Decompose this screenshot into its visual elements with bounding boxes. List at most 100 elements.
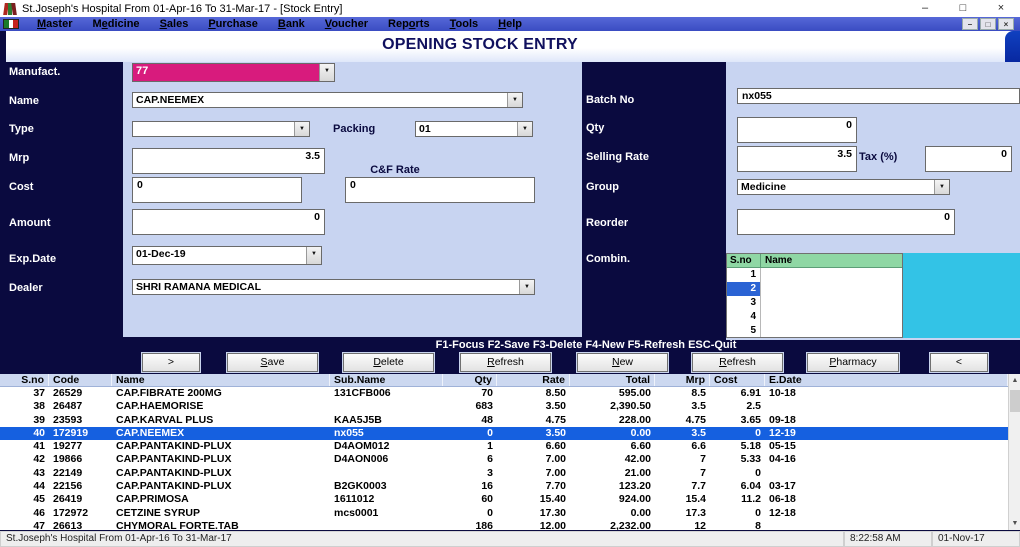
group-combobox[interactable]: Medicine ▼ — [737, 179, 950, 195]
table-row[interactable]: 38 26487 CAP.HAEMORISE 683 3.50 2,390.50 3.5 2.… — [0, 400, 1008, 414]
table-row[interactable]: 42 19866 CAP.PANTAKIND-PLUX D4AON006 6 7.00 42… — [0, 453, 1008, 467]
column-header-sub-name[interactable]: Sub.Name — [330, 374, 443, 386]
chevron-down-icon[interactable]: ▼ — [519, 280, 534, 294]
column-header-total[interactable]: Total — [570, 374, 655, 386]
combin-row[interactable]: 5 — [727, 324, 902, 337]
menu-item-sales[interactable]: Sales — [159, 18, 189, 30]
cell-s-no: 42 — [33, 453, 45, 466]
cell-rate: 3.50 — [545, 400, 566, 413]
chevron-down-icon[interactable]: ▼ — [319, 64, 334, 81]
cell-e-date: 09-18 — [769, 413, 796, 426]
chevron-down-icon[interactable]: ▼ — [934, 180, 949, 194]
next-button[interactable]: > — [141, 352, 201, 373]
maximize-icon[interactable]: □ — [959, 2, 967, 14]
minimize-icon[interactable]: – — [921, 2, 929, 14]
mdi-minimize-icon[interactable]: – — [962, 18, 978, 30]
cell-qty: 6 — [487, 453, 493, 466]
batch-no-field[interactable]: nx055 — [737, 88, 1020, 104]
amount-field[interactable]: 0 — [132, 209, 325, 235]
close-icon[interactable]: × — [997, 2, 1005, 14]
mdi-close-icon[interactable]: × — [998, 18, 1014, 30]
refresh-button[interactable]: Refresh — [459, 352, 552, 373]
menu-item-purchase[interactable]: Purchase — [208, 18, 258, 30]
delete-button[interactable]: Delete — [342, 352, 435, 373]
cell-mrp: 12 — [694, 519, 706, 530]
combin-row-number[interactable]: 2 — [727, 282, 761, 296]
menu-item-reports[interactable]: Reports — [388, 18, 430, 30]
menu-item-help[interactable]: Help — [498, 18, 522, 30]
stock-table[interactable]: S.no Code Name Sub.Name Qty Rate Total Mrp Cost E… — [0, 374, 1008, 530]
cell-total: 228.00 — [618, 413, 651, 426]
column-header-code[interactable]: Code — [49, 374, 112, 386]
cell-total: 123.20 — [618, 480, 651, 493]
column-header-e-date[interactable]: E.Date — [765, 374, 1008, 386]
scrollbar-thumb[interactable] — [1010, 390, 1020, 412]
refresh-2-button[interactable]: Refresh — [691, 352, 784, 373]
table-row[interactable]: 39 23593 CAP.KARVAL PLUS KAA5J5B 48 4.75 228.0… — [0, 413, 1008, 427]
cell-qty: 0 — [487, 426, 493, 439]
name-label: Name — [9, 95, 39, 107]
combin-row[interactable]: 4 — [727, 310, 902, 324]
cf-rate-field[interactable]: 0 — [345, 177, 535, 203]
menu-item-medicine[interactable]: Medicine — [92, 18, 140, 30]
column-header-cost[interactable]: Cost — [710, 374, 765, 386]
chevron-down-icon[interactable]: ▼ — [507, 93, 522, 107]
scroll-up-icon[interactable]: ▲ — [1009, 374, 1020, 387]
packing-label: Packing — [333, 123, 376, 135]
table-row[interactable]: 40 172919 CAP.NEEMEX nx055 0 3.50 0.00 3.5 0 12-1… — [0, 426, 1008, 441]
combin-row-number[interactable]: 4 — [727, 310, 761, 324]
column-header-qty[interactable]: Qty — [443, 374, 497, 386]
prev-button[interactable]: < — [929, 352, 989, 373]
table-row[interactable]: 45 26419 CAP.PRIMOSA 1611012 60 15.40 924.00 15… — [0, 493, 1008, 507]
table-row[interactable]: 37 26529 CAP.FIBRATE 200MG 131CFB006 70 8.50 5… — [0, 387, 1008, 401]
combin-row-number[interactable]: 1 — [727, 268, 761, 282]
combin-row[interactable]: 2 — [727, 282, 902, 296]
cell-name: CAP.PANTAKIND-PLUX — [116, 466, 232, 479]
combin-row-number[interactable]: 3 — [727, 296, 761, 310]
chevron-down-icon[interactable]: ▼ — [306, 247, 321, 264]
column-header-name[interactable]: Name — [112, 374, 330, 386]
combin-row-name — [761, 324, 902, 337]
chevron-down-icon[interactable]: ▼ — [517, 122, 532, 136]
new-button[interactable]: New — [576, 352, 669, 373]
cell-name: CAP.PRIMOSA — [116, 493, 189, 506]
table-row[interactable]: 44 22156 CAP.PANTAKIND-PLUX B2GK0003 16 7.70 1… — [0, 480, 1008, 494]
column-header-mrp[interactable]: Mrp — [655, 374, 710, 386]
qty-field[interactable]: 0 — [737, 117, 857, 143]
menu-item-master[interactable]: Master — [37, 18, 73, 30]
chevron-down-icon[interactable]: ▼ — [294, 122, 309, 136]
cost-field[interactable]: 0 — [132, 177, 302, 203]
menu-item-voucher[interactable]: Voucher — [324, 18, 369, 30]
selling-rate-field[interactable]: 3.5 — [737, 146, 857, 172]
column-header-rate[interactable]: Rate — [497, 374, 570, 386]
combin-row-number[interactable]: 5 — [727, 324, 761, 337]
cell-mrp: 7 — [700, 453, 706, 466]
table-row[interactable]: 41 19277 CAP.PANTAKIND-PLUX D4AOM012 1 6.60 6.… — [0, 440, 1008, 454]
save-button[interactable]: Save — [226, 352, 319, 373]
table-row[interactable]: 46 172972 CETZINE SYRUP mcs0001 0 17.30 0.00 17… — [0, 506, 1008, 520]
table-scrollbar[interactable]: ▲ ▼ — [1008, 374, 1020, 530]
reorder-field[interactable]: 0 — [737, 209, 955, 235]
packing-combobox[interactable]: 01 ▼ — [415, 121, 533, 137]
cell-name: CETZINE SYRUP — [116, 506, 201, 519]
cell-total: 595.00 — [618, 387, 651, 399]
scroll-down-icon[interactable]: ▼ — [1009, 517, 1020, 530]
table-row[interactable]: 43 22149 CAP.PANTAKIND-PLUX 3 7.00 21.00 7 0 — [0, 466, 1008, 481]
mrp-field[interactable]: 3.5 — [132, 148, 325, 174]
tax-field[interactable]: 0 — [925, 146, 1012, 172]
exp-date-combobox[interactable]: 01-Dec-19 ▼ — [132, 246, 322, 265]
combin-row[interactable]: 1 — [727, 268, 902, 282]
cell-code: 172972 — [53, 506, 89, 519]
type-combobox[interactable]: ▼ — [132, 121, 310, 137]
combin-row[interactable]: 3 — [727, 296, 902, 310]
menu-item-bank[interactable]: Bank — [277, 18, 305, 30]
dealer-combobox[interactable]: SHRI RAMANA MEDICAL ▼ — [132, 279, 535, 295]
table-row[interactable]: 47 26613 CHYMORAL FORTE.TAB 186 12.00 2,232.0… — [0, 519, 1008, 530]
name-combobox[interactable]: CAP.NEEMEX ▼ — [132, 92, 523, 108]
manufact-combobox[interactable]: 77 ▼ — [132, 63, 335, 82]
mdi-restore-icon[interactable]: □ — [980, 18, 996, 30]
pharmacy-button[interactable]: Pharmacy — [806, 352, 900, 373]
column-header-s-no[interactable]: S.no — [0, 374, 49, 386]
menu-item-tools[interactable]: Tools — [449, 18, 479, 30]
